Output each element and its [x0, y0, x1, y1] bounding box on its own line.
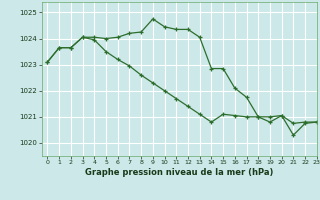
X-axis label: Graphe pression niveau de la mer (hPa): Graphe pression niveau de la mer (hPa)	[85, 168, 273, 177]
